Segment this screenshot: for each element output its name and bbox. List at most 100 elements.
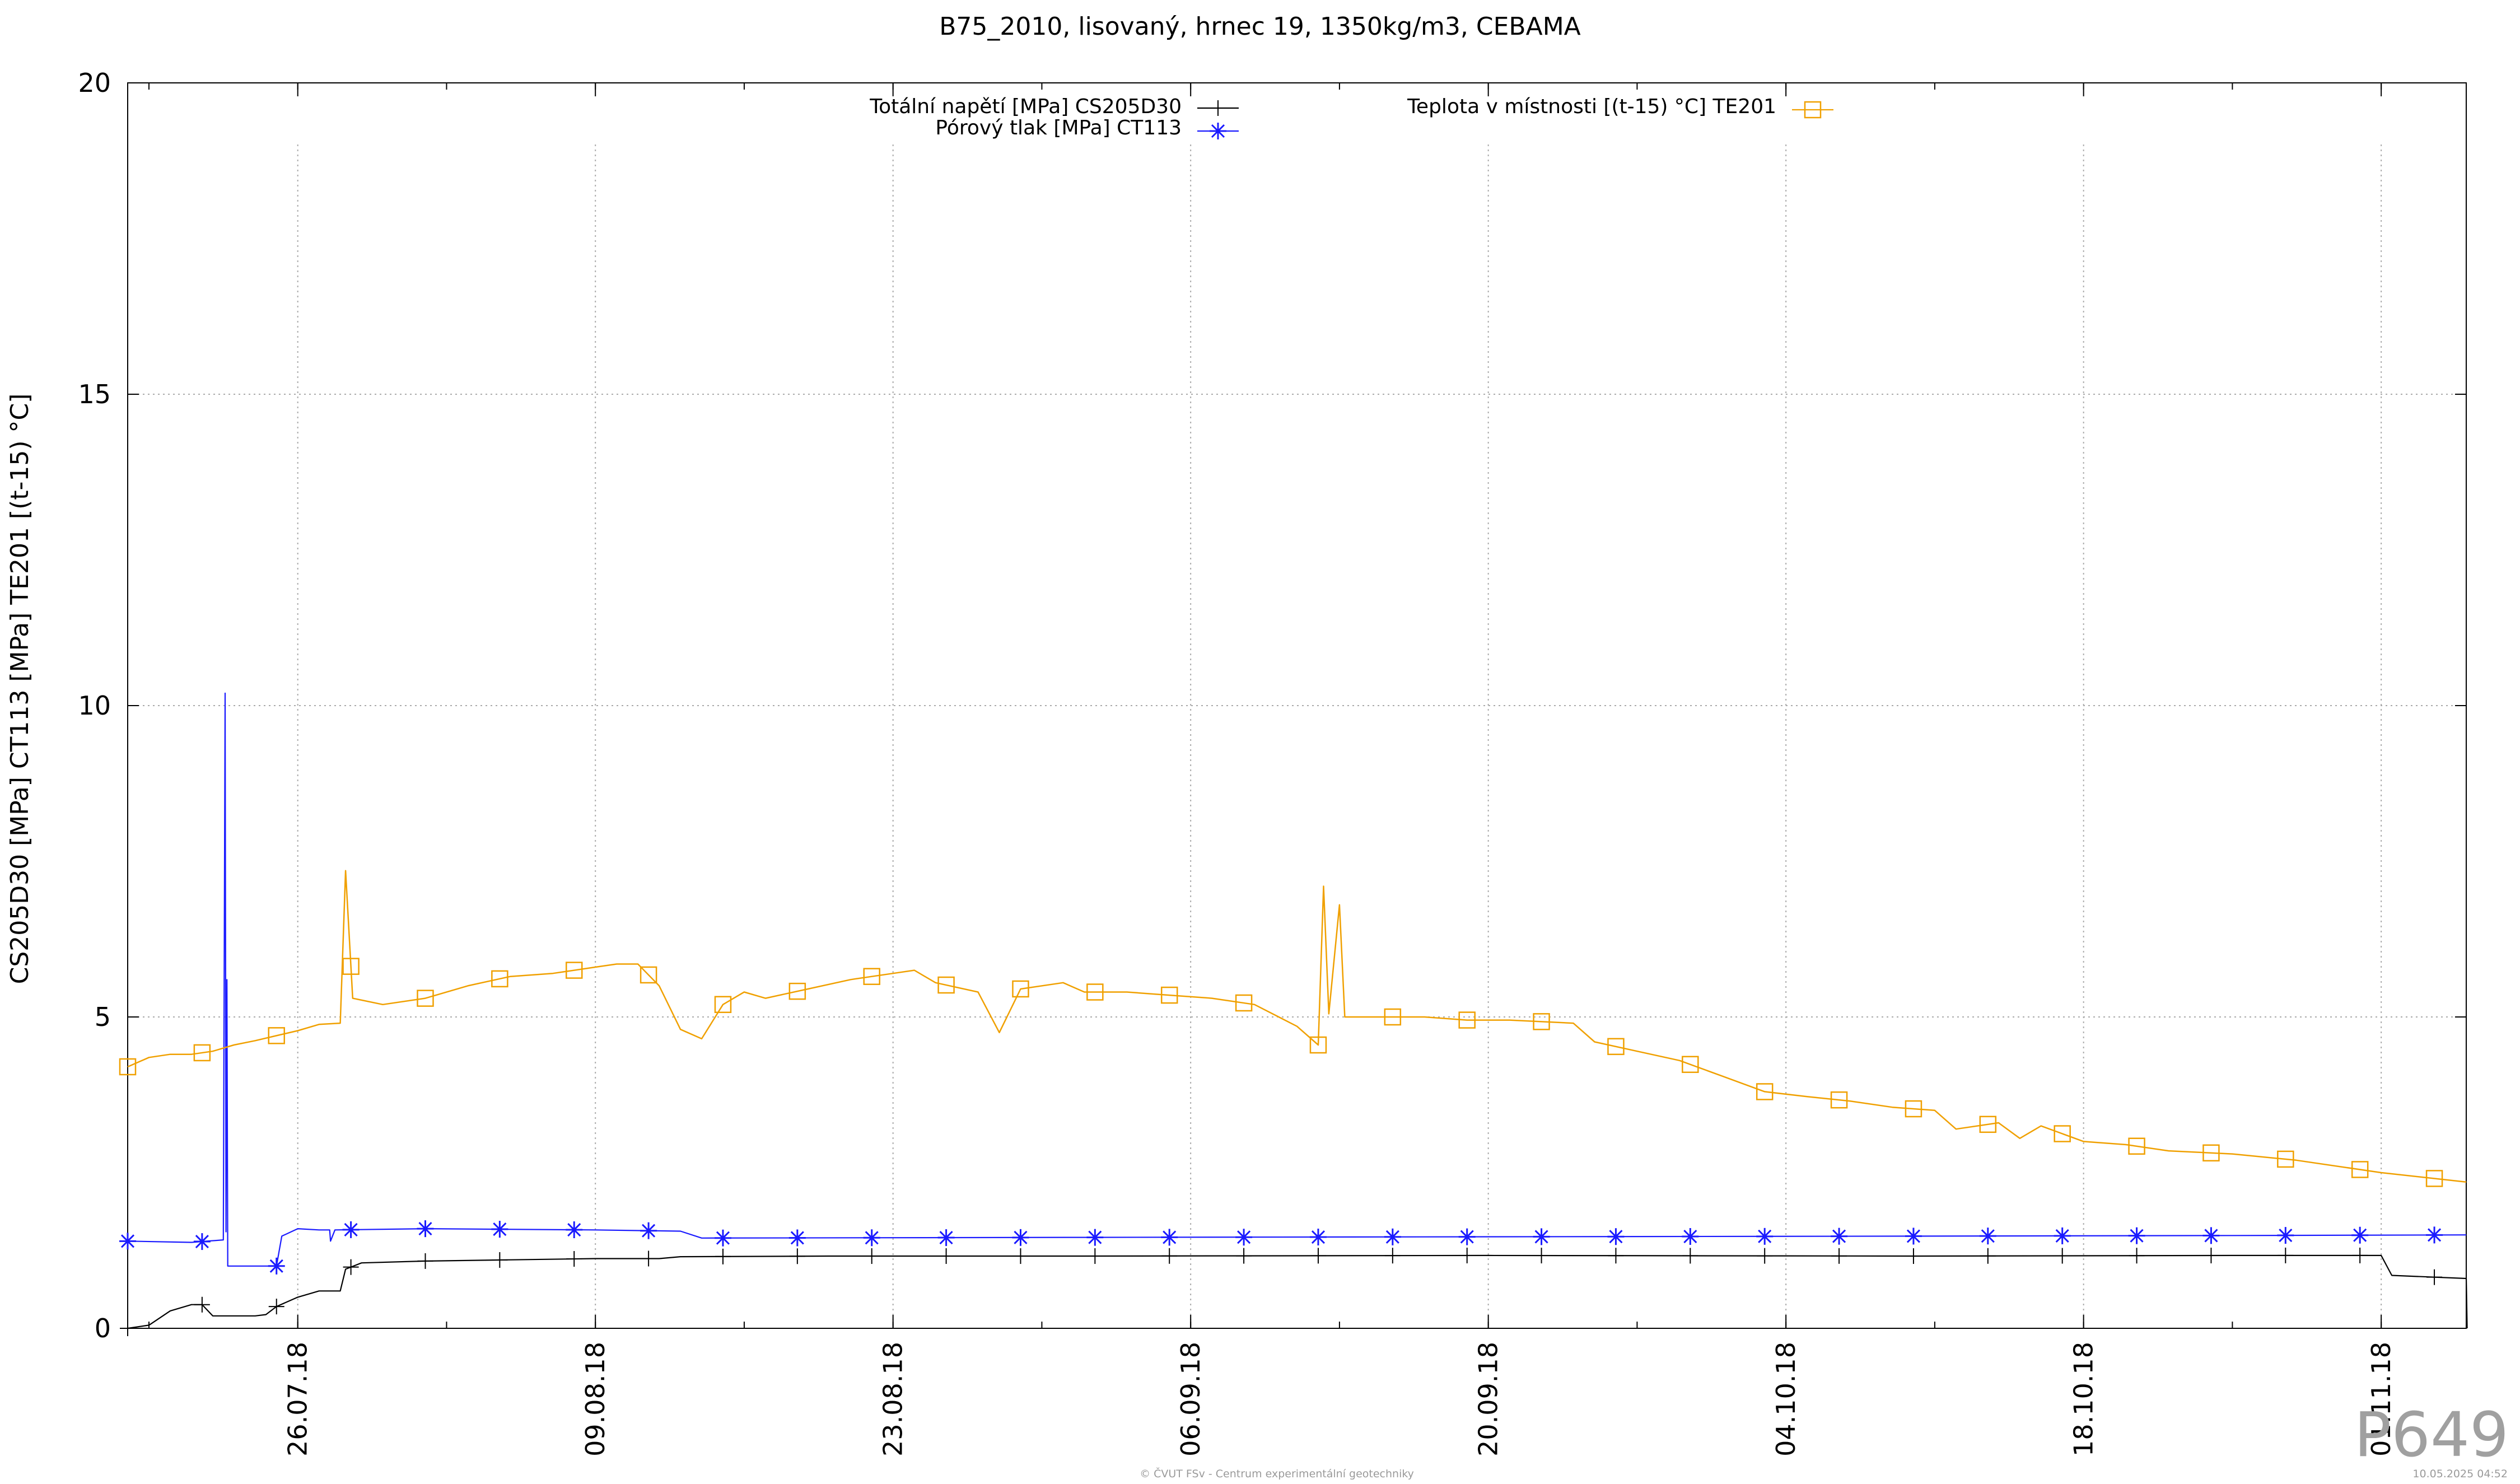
data-point-marker bbox=[1756, 1083, 1774, 1100]
data-point-marker bbox=[863, 1229, 880, 1247]
data-point-marker bbox=[194, 1296, 210, 1313]
data-point-marker bbox=[1757, 1248, 1773, 1264]
data-point-marker bbox=[1682, 1056, 1699, 1074]
marker-stroke bbox=[1311, 1230, 1326, 1244]
marker-stroke bbox=[790, 1231, 804, 1245]
marker-stroke bbox=[716, 1231, 730, 1245]
data-point-marker bbox=[1384, 1008, 1402, 1026]
data-point-marker bbox=[343, 1259, 359, 1275]
series-star-group bbox=[119, 692, 2467, 1275]
y-tick-label: 5 bbox=[95, 1002, 111, 1032]
data-point-marker bbox=[641, 1250, 657, 1267]
data-point-marker bbox=[2278, 1247, 2294, 1263]
data-point-marker bbox=[864, 1248, 880, 1264]
data-point-marker bbox=[1458, 1228, 1476, 1245]
marker-stroke bbox=[1460, 1230, 1474, 1244]
data-point-marker bbox=[937, 976, 955, 994]
legend-item: Teplota v místnosti [(t-15) °C] TE201 bbox=[1407, 95, 1833, 119]
marker-stroke bbox=[1609, 1230, 1623, 1244]
data-point-marker bbox=[2277, 1150, 2294, 1168]
data-point-marker bbox=[491, 1221, 508, 1238]
y-tick-label: 15 bbox=[78, 379, 111, 409]
data-point-marker bbox=[1607, 1228, 1625, 1245]
marker-stroke bbox=[120, 1234, 135, 1248]
x-axis: 26.07.18 09.08.18 23.08.18 06.09.18 20.09.18… bbox=[148, 83, 2396, 1457]
data-point-marker bbox=[1533, 1228, 1550, 1245]
data-point-marker bbox=[640, 966, 657, 984]
chart-title: B75_2010, lisovaný, hrnec 19, 1350kg/m3,… bbox=[939, 12, 1581, 41]
marker-stroke bbox=[1163, 1230, 1177, 1244]
data-point-marker bbox=[937, 1229, 955, 1247]
data-point-marker bbox=[2351, 1226, 2369, 1244]
data-point-marker bbox=[566, 1221, 583, 1239]
x-tick-label: 23.08.18 bbox=[878, 1342, 908, 1457]
data-point-marker bbox=[566, 1251, 582, 1267]
data-point-marker bbox=[1160, 986, 1178, 1004]
data-point-marker bbox=[1235, 994, 1253, 1012]
data-point-marker bbox=[491, 970, 508, 988]
marker-stroke bbox=[2427, 1228, 2442, 1242]
data-point-marker bbox=[1979, 1116, 1997, 1133]
marker-stroke bbox=[1014, 1230, 1028, 1244]
data-point-marker bbox=[1979, 1228, 1996, 1245]
legend-item: Pórový tlak [MPa] CT113 bbox=[935, 116, 1239, 139]
data-point-marker bbox=[193, 1233, 211, 1250]
data-point-marker bbox=[1804, 101, 1822, 119]
data-point-marker bbox=[938, 1248, 954, 1264]
data-point-marker bbox=[2202, 1227, 2220, 1244]
series-line bbox=[127, 692, 2467, 1267]
marker-stroke bbox=[2279, 1228, 2293, 1243]
data-point-marker bbox=[1161, 1248, 1178, 1264]
data-point-marker bbox=[1980, 1248, 1996, 1264]
data-point-marker bbox=[788, 1229, 806, 1247]
data-point-marker bbox=[2352, 1247, 2368, 1263]
x-tick-label: 26.07.18 bbox=[283, 1342, 313, 1457]
marker-stroke bbox=[1211, 124, 1225, 138]
data-point-marker bbox=[1012, 1229, 1029, 1246]
data-point-marker bbox=[714, 1229, 731, 1247]
data-point-marker bbox=[565, 962, 583, 979]
data-point-marker bbox=[119, 1058, 137, 1076]
series-group bbox=[119, 692, 2468, 1336]
data-point-marker bbox=[1087, 1248, 1103, 1264]
legend-label: Pórový tlak [MPa] CT113 bbox=[935, 116, 1182, 139]
data-point-marker bbox=[2054, 1125, 2071, 1142]
marker-stroke bbox=[1758, 1229, 1772, 1243]
x-tick-label: 04.10.18 bbox=[1771, 1342, 1801, 1457]
data-point-marker bbox=[2202, 1144, 2220, 1162]
marker-stroke bbox=[642, 1224, 656, 1238]
data-point-marker bbox=[789, 1248, 805, 1264]
data-point-marker bbox=[1310, 1248, 1326, 1264]
data-point-marker bbox=[640, 1222, 657, 1239]
marker-stroke bbox=[418, 1222, 432, 1236]
data-point-marker bbox=[1086, 1229, 1104, 1246]
grid bbox=[128, 144, 2466, 1328]
data-point-marker bbox=[1682, 1248, 1698, 1264]
marker-stroke bbox=[2353, 1228, 2367, 1242]
data-point-marker bbox=[2203, 1247, 2219, 1263]
data-point-marker bbox=[268, 1257, 285, 1275]
data-point-marker bbox=[788, 982, 806, 1000]
data-point-marker bbox=[2054, 1248, 2070, 1264]
data-point-marker bbox=[2426, 1269, 2443, 1285]
data-point-marker bbox=[1161, 1229, 1178, 1246]
series-line bbox=[127, 1254, 2468, 1329]
data-point-marker bbox=[714, 996, 732, 1014]
data-point-marker bbox=[119, 1233, 136, 1250]
marker-stroke bbox=[1906, 1229, 1921, 1243]
data-point-marker bbox=[1458, 1011, 1476, 1029]
y-tick-label: 20 bbox=[78, 68, 111, 98]
data-point-marker bbox=[2277, 1227, 2294, 1244]
footer-timestamp: 10.05.2025 04:52 bbox=[2412, 1468, 2508, 1480]
marker-stroke bbox=[1981, 1229, 1995, 1243]
data-point-marker bbox=[1905, 1228, 1922, 1245]
data-point-marker bbox=[342, 1221, 360, 1238]
data-point-marker bbox=[492, 1252, 508, 1268]
data-point-marker bbox=[863, 968, 880, 985]
x-tick-label: 20.09.18 bbox=[1473, 1342, 1504, 1457]
x-tick-label: 01.11.18 bbox=[2366, 1342, 2396, 1457]
data-point-marker bbox=[1533, 1013, 1550, 1030]
marker-stroke bbox=[195, 1235, 209, 1249]
data-point-marker bbox=[1905, 1100, 1922, 1118]
